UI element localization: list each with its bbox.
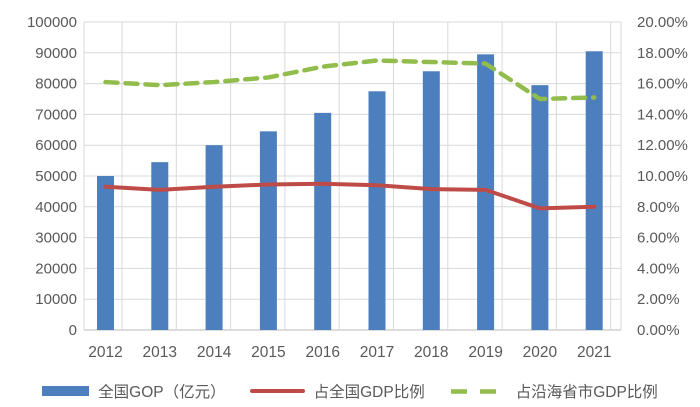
legend-label-coastal-share: 占沿海省市GDP比例 <box>515 384 658 401</box>
x-tick-label: 2015 <box>251 344 285 361</box>
gdp-bar-2017 <box>368 91 386 330</box>
legend-label-gdp: 全国GOP（亿元） <box>98 384 226 401</box>
legend-label-national-share: 占全国GDP比例 <box>313 384 425 401</box>
gdp-bar-2013 <box>151 162 169 330</box>
y-right-tick-label: 6.00% <box>637 230 680 247</box>
gdp-bar-2016 <box>314 112 332 330</box>
y-right-tick-label: 0.00% <box>637 322 680 339</box>
bar-series-swatch-icon <box>42 386 90 396</box>
x-tick-label: 2021 <box>577 344 611 361</box>
y-right-tick-label: 8.00% <box>637 199 680 216</box>
y-left-tick-label: 50000 <box>35 168 77 185</box>
y-right-tick-label: 4.00% <box>637 260 680 277</box>
y-right-tick-label: 14.00% <box>637 106 688 123</box>
gdp-bar-2015 <box>259 131 277 330</box>
x-tick-label: 2016 <box>305 344 339 361</box>
y-right-tick-label: 12.00% <box>637 137 688 154</box>
y-left-tick-label: 0 <box>69 322 77 339</box>
gdp-bar-2018 <box>422 71 440 330</box>
line-series-swatch-icon <box>249 388 305 394</box>
legend-item-gdp-bars: 全国GOP（亿元） <box>42 380 226 402</box>
national-share-line <box>103 181 597 211</box>
legend-item-coastal-share: 占沿海省市GDP比例 <box>449 380 658 402</box>
coastal-share-line <box>103 58 597 102</box>
gdp-bar-2019 <box>477 54 495 331</box>
gdp-bar-2012 <box>97 176 114 330</box>
gdp-bar-2021 <box>585 51 603 330</box>
y-left-tick-label: 70000 <box>35 106 77 123</box>
dashed-line-series-swatch-icon <box>450 388 505 394</box>
y-left-tick-label: 40000 <box>35 199 77 216</box>
y-right-tick-label: 10.00% <box>637 168 688 185</box>
x-tick-label: 2013 <box>143 344 177 361</box>
x-tick-label: 2020 <box>523 344 558 361</box>
y-left-tick-label: 60000 <box>35 137 77 154</box>
y-right-tick-label: 2.00% <box>637 291 680 308</box>
x-tick-label: 2017 <box>360 344 394 361</box>
y-right-tick-label: 20.00% <box>637 14 688 31</box>
y-right-tick-label: 16.00% <box>637 76 688 93</box>
y-left-tick-label: 30000 <box>35 230 77 247</box>
y-left-tick-label: 100000 <box>27 14 77 31</box>
y-left-tick-label: 20000 <box>35 260 77 277</box>
y-left-tick-label: 10000 <box>35 291 77 308</box>
gdp-bar-2014 <box>205 145 223 330</box>
x-tick-label: 2012 <box>88 344 122 361</box>
y-left-tick-label: 90000 <box>35 45 77 62</box>
x-tick-label: 2018 <box>414 344 448 361</box>
y-left-tick-label: 80000 <box>35 76 77 93</box>
x-tick-label: 2014 <box>197 344 232 361</box>
x-tick-label: 2019 <box>468 344 502 361</box>
y-right-tick-label: 18.00% <box>637 45 688 62</box>
chart-legend: 全国GOP（亿元） 占全国GDP比例 占沿海省市GDP比例 <box>0 378 700 404</box>
legend-item-national-share: 占全国GDP比例 <box>249 380 425 402</box>
